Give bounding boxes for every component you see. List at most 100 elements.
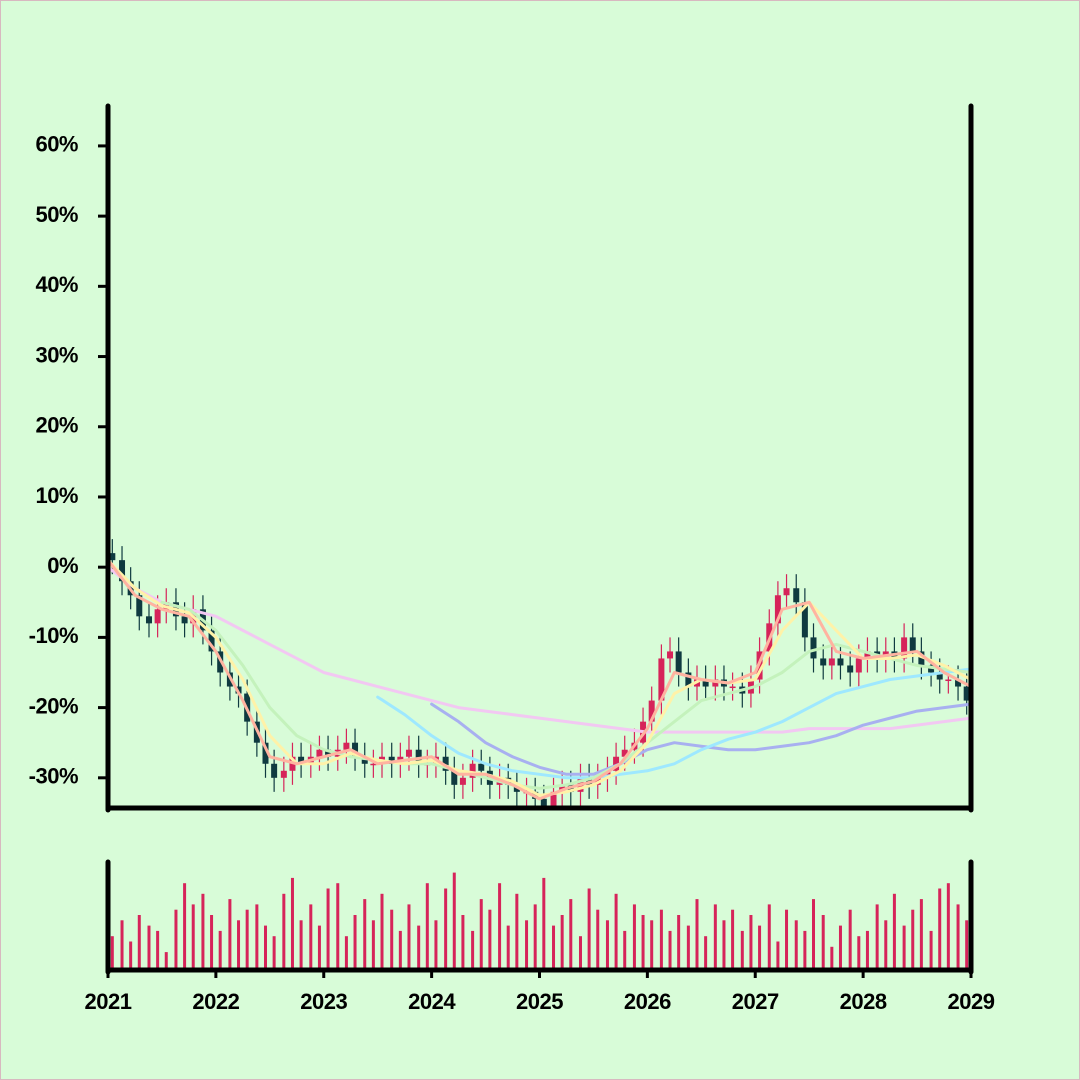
volume-bar	[857, 936, 861, 968]
candle-body	[712, 679, 719, 687]
moving-average-line	[108, 558, 971, 801]
volume-bar	[785, 909, 789, 968]
y-tick-label: 50%	[35, 202, 78, 227]
candle-body	[801, 602, 808, 638]
volume-bar	[623, 930, 627, 968]
volume-bar	[767, 904, 771, 968]
candle-body	[343, 742, 350, 750]
candle-body	[621, 749, 628, 757]
volume-bar	[498, 883, 502, 968]
y-tick-label: -10%	[29, 623, 78, 648]
volume-bar	[938, 888, 942, 968]
volume-bar	[587, 888, 591, 968]
candle-body	[855, 658, 862, 673]
candle-body	[936, 672, 943, 680]
volume-bar	[255, 904, 259, 968]
candle-body	[963, 686, 970, 701]
candle-body	[352, 742, 359, 757]
candle-body	[271, 763, 278, 778]
candle-body	[469, 763, 476, 778]
volume-bar	[129, 941, 133, 968]
volume-bar	[650, 920, 654, 968]
volume-bar	[218, 930, 222, 968]
candle-body	[774, 595, 781, 624]
candle-body	[837, 658, 844, 666]
candle-body	[667, 651, 674, 659]
volume-bar	[272, 936, 276, 968]
volume-bar	[282, 893, 286, 968]
volume-bar	[245, 909, 249, 968]
volume-bar	[156, 930, 160, 968]
volume-bar	[830, 946, 834, 968]
volume-bar	[290, 877, 294, 968]
volume-bar	[902, 925, 906, 968]
candle-body	[864, 651, 871, 659]
volume-bar	[812, 899, 816, 968]
volume-bar	[713, 904, 717, 968]
candle-body	[847, 665, 854, 673]
volume-bar	[417, 925, 421, 968]
moving-average-line	[160, 600, 971, 790]
volume-bar	[946, 883, 950, 968]
volume-bar	[344, 936, 348, 968]
volume-bar	[120, 920, 124, 968]
volume-bar	[659, 909, 663, 968]
candle-body	[154, 609, 161, 624]
candle-body	[909, 637, 916, 652]
volume-bar	[515, 893, 519, 968]
candle-body	[793, 588, 800, 603]
volume-bar	[677, 915, 681, 968]
candle-body	[405, 749, 412, 757]
volume-bar	[552, 925, 556, 968]
volume-bar	[704, 936, 708, 968]
volume-bar	[911, 909, 915, 968]
volume-bar	[147, 925, 151, 968]
volume-bar	[632, 904, 636, 968]
volume-bar	[371, 920, 375, 968]
candle-body	[918, 651, 925, 666]
candle-body	[648, 700, 655, 722]
volume-bar	[821, 915, 825, 968]
x-tick-label: 2028	[840, 989, 887, 1014]
volume-bar	[425, 883, 429, 968]
volume-bar	[164, 952, 168, 968]
candle-body	[361, 756, 368, 764]
volume-bar	[776, 941, 780, 968]
candle-body	[415, 749, 422, 764]
volume-bar	[740, 930, 744, 968]
volume-bar	[210, 915, 214, 968]
y-tick-label: 40%	[35, 272, 78, 297]
candle-body	[370, 763, 377, 766]
volume-bar	[263, 925, 267, 968]
volume-bar	[326, 888, 330, 968]
volume-bar	[237, 920, 241, 968]
volume-bar	[434, 920, 438, 968]
volume-bar	[641, 915, 645, 968]
volume-bar	[191, 904, 195, 968]
volume-bar	[363, 899, 367, 968]
y-tick-label: 10%	[35, 483, 78, 508]
volume-bar	[479, 899, 483, 968]
candle-body	[451, 770, 458, 785]
x-tick-label: 2029	[948, 989, 995, 1014]
volume-bar	[803, 930, 807, 968]
candle-body	[325, 749, 332, 757]
x-tick-label: 2025	[516, 989, 563, 1014]
x-tick-label: 2021	[85, 989, 132, 1014]
candle-body	[559, 784, 566, 792]
candle-body	[955, 679, 962, 687]
volume-bar	[605, 920, 609, 968]
candle-body	[181, 616, 188, 624]
volume-bar	[201, 893, 205, 968]
volume-bar	[174, 909, 178, 968]
candle-body	[136, 595, 143, 617]
volume-bar	[461, 915, 465, 968]
volume-bar	[884, 920, 888, 968]
volume-bar	[578, 936, 582, 968]
candle-body	[262, 742, 269, 764]
x-tick-label: 2026	[624, 989, 671, 1014]
y-tick-label: 20%	[35, 413, 78, 438]
candle-body	[550, 791, 557, 806]
candle-body	[675, 651, 682, 673]
